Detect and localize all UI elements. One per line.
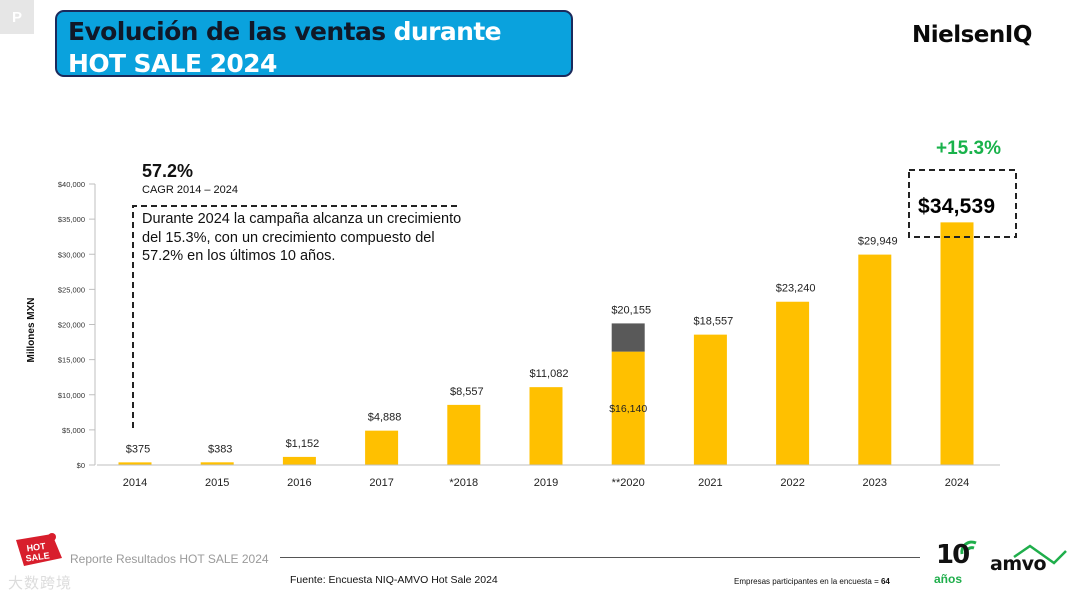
bar-value-label: $11,082 (530, 368, 569, 380)
x-tick-label: 2023 (863, 477, 887, 489)
bar-2024 (940, 222, 974, 465)
bar-value-label: $4,888 (368, 412, 402, 424)
x-tick-label: 2015 (205, 477, 229, 489)
bar-2016 (282, 456, 316, 465)
dashed-highlight-box (908, 169, 1017, 238)
growth-percentage: +15.3% (936, 138, 1001, 159)
participants-value: 64 (880, 577, 890, 586)
bar-2023 (858, 254, 892, 465)
cagr-value: 57.2% (142, 161, 194, 181)
amvo-logo: amvo (990, 553, 1047, 575)
x-tick-label: *2018 (449, 477, 478, 489)
title-part-1: Evolución de las ventas (68, 17, 394, 46)
value-labels: $375 $383 $1,152 $4,888 $8,557 $11,082 $16,140… (126, 236, 898, 456)
bar-value-label: $23,240 (776, 283, 816, 295)
highlight-value-2024: $34,539 (918, 195, 996, 218)
y-tick-label: $40,000 (58, 180, 85, 189)
hotsale-logo-text-1: HOT (26, 541, 47, 554)
bar-2021 (693, 334, 727, 465)
anniversary-logo-number: 10 (936, 540, 970, 570)
y-tick-label: $15,000 (58, 356, 85, 365)
signal-icon (960, 540, 977, 555)
bar-2018 (447, 404, 481, 465)
x-tick-label: 2024 (945, 477, 969, 489)
bar-2020-base (611, 351, 645, 465)
participants-label: Empresas participantes en la encuesta = (734, 577, 881, 586)
footer-divider (280, 557, 920, 558)
y-axis: $0 $5,000 $10,000 $15,000 $20,000 $25,000 $30,… (58, 180, 96, 470)
bar-value-label: $8,557 (450, 386, 484, 398)
bar-2014 (118, 462, 152, 465)
footer-participants: Empresas participantes en la encuesta = … (734, 577, 890, 586)
x-tick-label: 2021 (698, 477, 722, 489)
nielseniq-logo: NielsenIQ (912, 22, 1032, 48)
x-tick-label: 2022 (780, 477, 804, 489)
page-title-line-2: HOT SALE 2024 (68, 49, 277, 78)
bar-value-label: $20,155 (611, 304, 651, 316)
y-tick-label: $10,000 (58, 391, 85, 400)
title-part-2: durante (393, 17, 502, 46)
bar-2015 (200, 462, 234, 465)
footer-source: Fuente: Encuesta NIQ-AMVO Hot Sale 2024 (290, 574, 498, 586)
y-tick-label: $20,000 (58, 321, 85, 330)
page-badge: P (0, 0, 34, 34)
bar-2017 (365, 430, 399, 465)
x-tick-label: 2014 (123, 477, 147, 489)
bar-value-label: $1,152 (286, 438, 320, 450)
bar-value-label: $29,949 (858, 236, 898, 248)
cagr-label: CAGR 2014 – 2024 (142, 184, 239, 196)
watermark: 大数跨境 (8, 575, 73, 592)
bar-2020-extra (611, 323, 645, 352)
page-title: Evolución de las ventas durante (68, 16, 571, 48)
bar-2022 (776, 301, 810, 465)
hotsale-logo-text-2: SALE (25, 550, 50, 563)
dashed-connector-left (132, 205, 458, 428)
description-text: Durante 2024 la campaña alcanza un creci… (142, 211, 462, 264)
x-tick-label: 2016 (287, 477, 311, 489)
bar-2019 (529, 387, 563, 465)
bar-2020-base-label: $16,140 (609, 403, 647, 415)
y-tick-label: $0 (77, 461, 85, 470)
bar-value-label: $18,557 (694, 316, 734, 328)
y-tick-label: $25,000 (58, 285, 85, 294)
x-tick-label: **2020 (612, 477, 645, 489)
y-tick-label: $5,000 (62, 426, 85, 435)
title-banner: Evolución de las ventas durante HOT SALE… (55, 10, 573, 78)
y-axis-title: Millones MXN (26, 297, 37, 362)
bars (118, 222, 974, 465)
amvo-roof-icon (1013, 544, 1067, 565)
hotsale-logo: HOT SALE (16, 533, 62, 566)
anniversary-logo-years: años (934, 572, 963, 586)
x-tick-label: 2017 (369, 477, 393, 489)
x-tick-label: 2019 (534, 477, 558, 489)
bar-value-label: $375 (126, 443, 150, 455)
footer-report-title: Reporte Resultados HOT SALE 2024 (70, 552, 269, 566)
x-axis: 2014 2015 2016 2017 *2018 2019 **2020 2021 2022 2… (123, 477, 969, 489)
bar-value-label: $383 (208, 443, 232, 455)
y-tick-label: $35,000 (58, 215, 85, 224)
y-tick-label: $30,000 (58, 250, 85, 259)
